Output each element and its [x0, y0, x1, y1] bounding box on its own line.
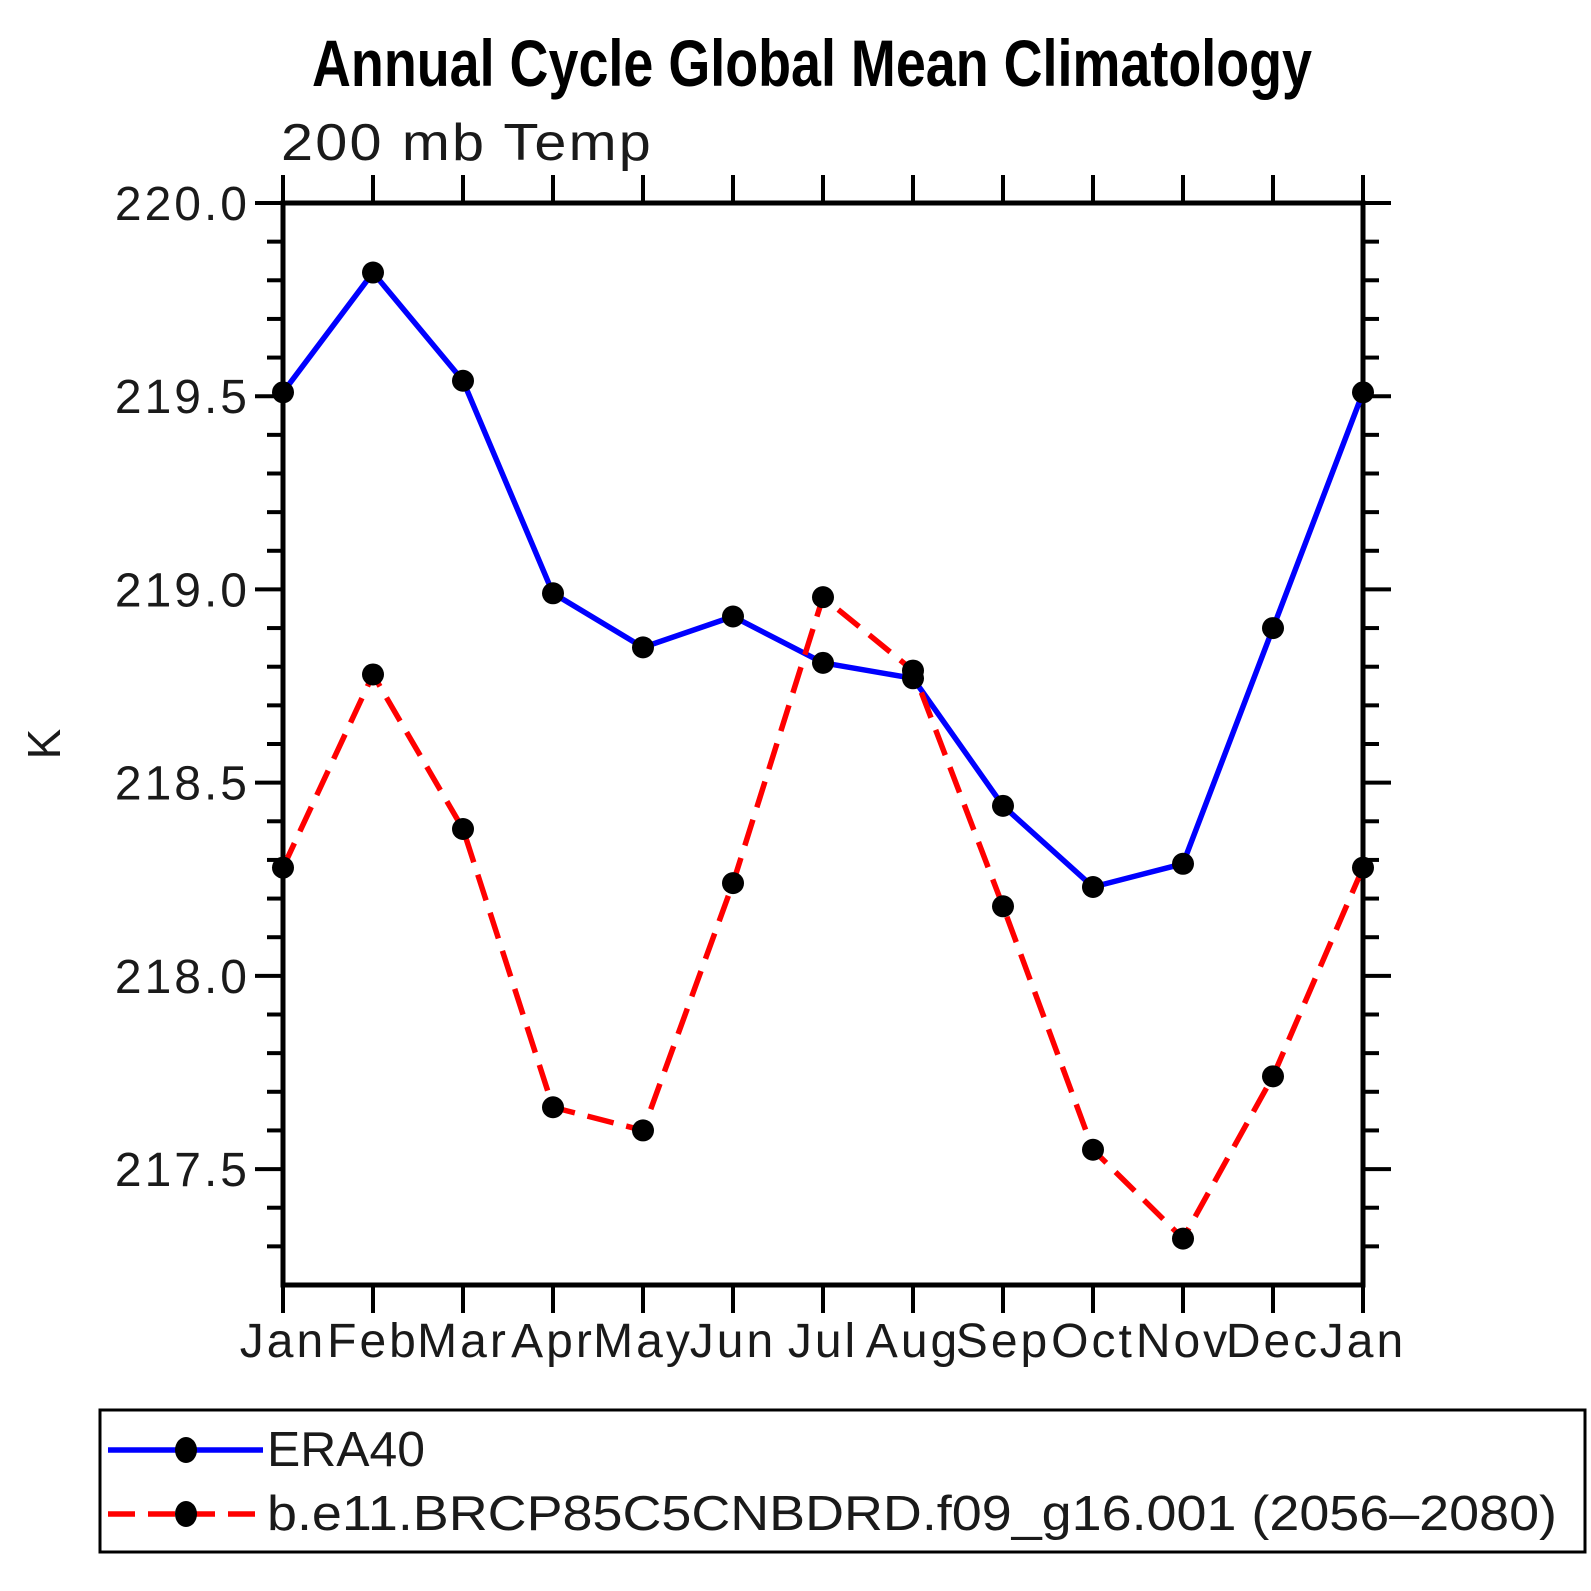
era40-line [280, 269, 1366, 890]
data-point-marker [902, 659, 924, 682]
data-point-marker [722, 872, 744, 895]
data-point-marker [722, 605, 744, 628]
series-layer [272, 261, 1374, 1250]
legend-label-model: b.e11.BRCP85C5CNBDRD.f09_g16.001 (2056–2… [267, 1487, 1557, 1541]
y-tick-label: 219.0 [115, 564, 250, 617]
model-line [280, 594, 1366, 1242]
y-axis-label: K [18, 728, 70, 759]
y-tick-label: 218.5 [115, 758, 250, 811]
legend-box [98, 1408, 1587, 1554]
data-point-marker [1262, 1065, 1284, 1088]
series-era40 [272, 261, 1374, 898]
month-label: Jun [690, 1315, 776, 1368]
data-point-marker [1082, 875, 1104, 898]
month-label: Aug [866, 1315, 960, 1368]
data-point-marker [1262, 617, 1284, 640]
month-label: Oct [1051, 1315, 1135, 1368]
data-point-marker [542, 1096, 564, 1119]
legend-marker-era40 [175, 1437, 197, 1463]
y-tick-label: 219.5 [115, 371, 250, 424]
data-point-marker [362, 261, 384, 284]
data-point-marker [1082, 1138, 1104, 1161]
data-point-marker [1352, 856, 1374, 879]
data-point-marker [632, 636, 654, 659]
data-point-marker [812, 651, 834, 674]
data-point-marker [992, 794, 1014, 817]
chart-title: Annual Cycle Global Mean Climatology [312, 26, 1312, 100]
plot-axes [255, 175, 1391, 1313]
data-point-marker [542, 582, 564, 605]
data-point-marker [362, 663, 384, 686]
month-label: Feb [327, 1315, 419, 1368]
y-tick-label: 217.5 [115, 1144, 250, 1197]
y-tick-label: 218.0 [115, 951, 250, 1004]
month-label: Mar [417, 1315, 509, 1368]
chart-subtitle: 200 mb Temp [281, 114, 653, 172]
month-label: Apr [511, 1315, 595, 1368]
month-label: Nov [1136, 1315, 1230, 1368]
month-label: May [593, 1315, 693, 1368]
month-label: Sep [956, 1315, 1050, 1368]
month-label: Jul [788, 1315, 858, 1368]
month-label: Dec [1226, 1315, 1320, 1368]
month-label: Jan [1320, 1315, 1406, 1368]
data-point-marker [1172, 1227, 1194, 1250]
y-tick-label: 220.0 [115, 178, 250, 231]
series-model [272, 586, 1374, 1250]
data-point-marker [272, 856, 294, 879]
data-point-marker [452, 818, 474, 841]
legend: ERA40 b.e11.BRCP85C5CNBDRD.f09_g16.001 (… [98, 1408, 1587, 1554]
data-point-marker [992, 895, 1014, 918]
data-point-marker [812, 586, 834, 609]
data-point-marker [1352, 381, 1374, 404]
legend-marker-model [175, 1501, 197, 1527]
data-point-marker [452, 369, 474, 392]
data-point-marker [1172, 852, 1194, 875]
plot-frame [280, 200, 1366, 1288]
legend-label-era40: ERA40 [267, 1423, 425, 1477]
data-point-marker [272, 381, 294, 404]
data-point-marker [632, 1119, 654, 1142]
month-label: Jan [240, 1315, 326, 1368]
